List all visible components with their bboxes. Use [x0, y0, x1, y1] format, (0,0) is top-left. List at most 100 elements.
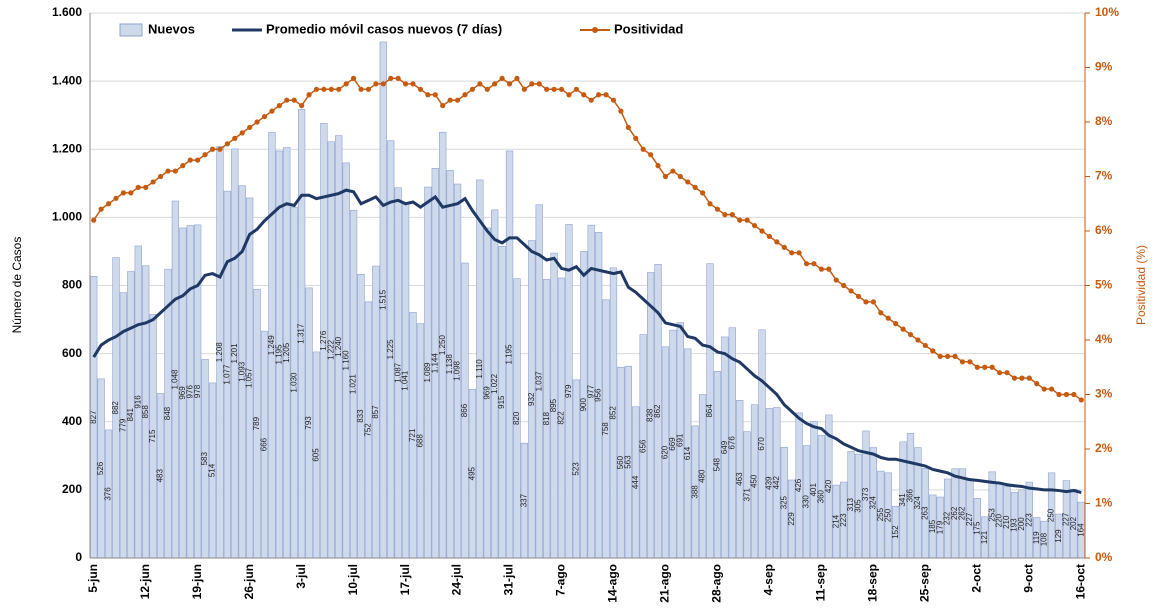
marker	[581, 92, 587, 98]
marker	[521, 86, 527, 92]
y2-tick-label: 7%	[1095, 169, 1113, 183]
marker	[306, 92, 312, 98]
data-label: 1.057	[245, 367, 254, 388]
data-label: 715	[148, 429, 157, 443]
marker	[544, 86, 550, 92]
data-label: 119	[1032, 531, 1041, 544]
data-label: 688	[416, 434, 425, 448]
x-tick-label: 16-oct	[1073, 564, 1087, 599]
data-label: 1.077	[222, 364, 231, 385]
data-label: 1.195	[505, 344, 514, 365]
data-label: 262	[958, 506, 967, 520]
data-label: 820	[512, 411, 521, 425]
marker	[692, 184, 698, 190]
marker	[566, 92, 572, 98]
data-label: 129	[1054, 529, 1063, 543]
data-label: 250	[883, 508, 892, 522]
marker	[113, 195, 119, 201]
marker	[477, 81, 483, 87]
marker	[699, 190, 706, 196]
y2-axis-title: Positividad (%)	[1134, 245, 1148, 325]
marker	[774, 239, 780, 245]
marker	[648, 152, 654, 158]
data-label: 548	[713, 457, 722, 471]
marker	[811, 261, 817, 267]
data-label: 1.093	[237, 361, 246, 382]
data-label: 526	[96, 461, 105, 475]
x-tick-label: 5-jun	[86, 564, 100, 593]
marker	[1019, 375, 1025, 381]
data-label: 977	[586, 384, 595, 398]
marker	[217, 146, 223, 152]
marker	[261, 113, 268, 120]
x-tick-label: 24-jul	[450, 564, 464, 595]
data-label: 214	[831, 514, 840, 528]
data-label: 108	[1039, 532, 1048, 546]
marker	[299, 103, 305, 109]
data-label: 325	[779, 495, 788, 509]
legend-swatch	[119, 23, 143, 37]
y-tick-label: 400	[62, 414, 82, 428]
data-label: 669	[668, 437, 677, 451]
marker	[202, 152, 208, 158]
data-label: 1.201	[230, 343, 239, 364]
y2-tick-label: 0%	[1095, 550, 1113, 564]
marker	[1078, 397, 1084, 403]
marker	[573, 86, 579, 92]
marker	[900, 326, 906, 332]
marker	[157, 173, 164, 180]
data-label: 900	[579, 398, 588, 412]
data-label: 1.276	[319, 330, 328, 351]
marker	[247, 124, 253, 131]
x-tick-label: 21-ago	[658, 564, 672, 603]
data-label: 969	[178, 386, 187, 400]
data-label: 656	[638, 439, 647, 453]
marker	[878, 310, 884, 316]
data-label: 376	[104, 487, 113, 501]
marker	[417, 86, 424, 92]
data-label: 426	[794, 478, 803, 492]
data-label: 227	[965, 512, 974, 526]
marker	[1048, 386, 1055, 392]
marker	[915, 337, 921, 343]
data-label: 210	[1002, 515, 1011, 529]
marker	[313, 86, 320, 92]
marker	[373, 81, 379, 87]
data-label: 649	[720, 440, 729, 454]
marker	[425, 92, 431, 98]
y-tick-label: 0	[75, 550, 82, 564]
data-label: 250	[1047, 508, 1056, 522]
marker	[922, 342, 928, 349]
data-label: 978	[193, 384, 202, 398]
data-label: 483	[156, 469, 165, 483]
marker	[1071, 391, 1077, 398]
data-label: 1.110	[475, 359, 484, 379]
data-label: 324	[913, 496, 922, 510]
marker	[952, 353, 958, 359]
data-label: 1.225	[386, 339, 395, 360]
marker	[276, 103, 282, 109]
data-label: 789	[252, 416, 261, 430]
marker	[714, 206, 721, 212]
marker	[209, 146, 216, 152]
marker	[893, 321, 899, 327]
data-label: 915	[497, 395, 506, 409]
data-label: 164	[1076, 523, 1085, 537]
marker	[722, 212, 728, 218]
x-tick-label: 28-ago	[710, 564, 724, 603]
y2-tick-label: 4%	[1095, 332, 1113, 346]
data-label: 1.515	[378, 289, 387, 310]
marker	[766, 233, 773, 240]
marker	[224, 141, 230, 147]
marker	[135, 184, 141, 190]
marker	[1063, 391, 1070, 398]
marker	[759, 228, 765, 234]
x-tick-label: 2-oct	[970, 564, 984, 593]
marker	[380, 81, 386, 87]
y-tick-label: 800	[62, 278, 82, 292]
data-label: 841	[126, 408, 135, 422]
marker	[180, 163, 186, 169]
data-label: 976	[185, 385, 194, 399]
data-label: 1.021	[349, 374, 358, 395]
